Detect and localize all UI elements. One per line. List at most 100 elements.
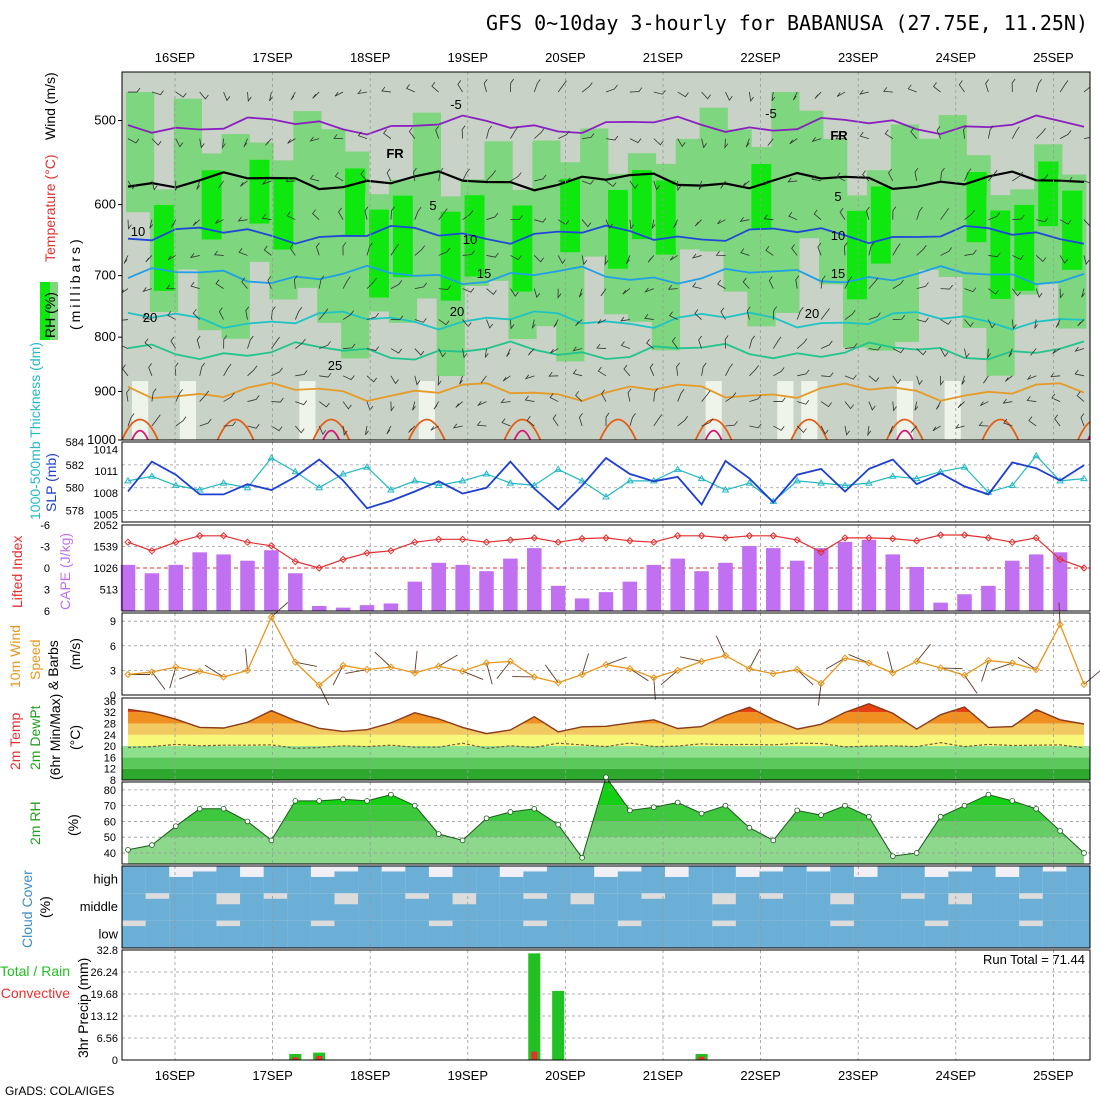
wind-barb (644, 287, 654, 293)
wind-barb (673, 219, 679, 228)
wind-barb (414, 348, 425, 356)
wind-barb (438, 247, 451, 256)
temp-contour-30 (407, 418, 446, 440)
temp-fill-band (128, 723, 1084, 735)
wind-barb (575, 391, 583, 402)
thickness-tick: 582 (66, 460, 84, 472)
temperature-contours (122, 114, 1090, 440)
wind-barb (988, 212, 1001, 221)
wind-barb (261, 179, 272, 185)
wind-barb (318, 275, 325, 289)
contour-label: 20 (143, 310, 157, 325)
cloud-cell (735, 920, 760, 948)
cape-bar (694, 571, 709, 611)
rh-marker (149, 842, 155, 848)
cape-bar (742, 546, 757, 611)
wind-barb (247, 395, 260, 402)
wind-barb (1059, 288, 1064, 299)
wind-barb (717, 279, 726, 289)
cloud-cell (499, 920, 524, 948)
pressure-axis: 500 600 700 800 900 1000 (87, 113, 122, 447)
wind-barb (127, 413, 135, 427)
cloud-cell (240, 920, 265, 948)
lifted-index-marker (793, 536, 801, 544)
wind-barb-10m (1017, 656, 1037, 670)
cape-bar (550, 585, 566, 611)
cloud-cell (570, 866, 595, 894)
slp-tick: 1011 (94, 466, 118, 478)
wind-barb (978, 421, 989, 427)
wind-barb (462, 287, 475, 293)
wind-barb (813, 209, 822, 220)
wind-barb (868, 345, 882, 351)
cloud-cell (570, 920, 595, 948)
wind-barb (627, 388, 632, 402)
wind-barb (175, 180, 179, 192)
wind-barb (128, 87, 141, 93)
wind-barb (381, 86, 391, 93)
wind-barb (223, 421, 236, 427)
rh-marker (1009, 798, 1016, 804)
thickness-marker (219, 479, 228, 486)
wind-barb (957, 401, 965, 409)
lifted-index-marker (936, 531, 945, 539)
temp-tick: 12 (104, 764, 116, 776)
wind-barb (868, 401, 876, 411)
rh-marker (818, 812, 824, 818)
cloud-cell (1042, 893, 1067, 921)
contour-labels: -5 -5 FR FR 5 5 10 10 10 15 15 20 20 20 25 (131, 97, 849, 373)
wind-barb (309, 174, 320, 182)
wind-barb (575, 319, 583, 326)
wind-barb (510, 215, 523, 221)
dewpoint-line (127, 742, 1085, 749)
wind-barb (122, 340, 129, 349)
temp-tick: 20 (104, 741, 116, 753)
rh-dark-band (966, 172, 987, 243)
wind-barb (1035, 128, 1046, 139)
temp-contour (127, 340, 1085, 361)
wind-barb (963, 125, 967, 139)
wind-barb-10m (848, 654, 870, 664)
temp-tick: 32 (104, 707, 116, 719)
wind-barb (739, 217, 750, 223)
rh-dry-band (777, 381, 794, 440)
temp-contour-35 (1087, 434, 1090, 440)
cloud-cell (735, 893, 760, 921)
wind-barb-10m (653, 677, 656, 700)
lifted-index-marker (506, 536, 515, 544)
day-label-bottom: 24SEP (936, 1068, 976, 1083)
lifted-index-marker (984, 534, 993, 542)
wind-barb-10m (178, 670, 200, 680)
wind-barb (629, 180, 639, 189)
wind-barb (749, 394, 762, 402)
pressure-tick-label: 700 (94, 268, 116, 283)
day-labels-top: 16SEP 17SEP 18SEP 19SEP 20SEP 21SEP 22SEP 23SEP… (155, 50, 1074, 65)
thickness-marker (124, 476, 132, 484)
cape-bar (885, 554, 901, 611)
wind-barb (600, 288, 607, 297)
wind-barb (1012, 255, 1024, 260)
precip-tick: 13.12 (90, 1011, 118, 1023)
rh-marker (722, 802, 729, 809)
cloud-cell (712, 904, 737, 921)
wind-barb (286, 211, 296, 221)
lifted-index-marker (960, 531, 969, 539)
thickness-marker (721, 486, 730, 493)
wind-barb-10m (964, 675, 978, 694)
wind-barb (1011, 319, 1017, 330)
wind-barb (510, 126, 519, 139)
wind-barb (582, 133, 595, 140)
rh-marker (842, 802, 848, 809)
wind-barb (644, 314, 654, 320)
wind-barb (483, 79, 488, 93)
wind-barb (788, 211, 798, 221)
wind-barb (940, 284, 953, 290)
cloud-cell (853, 876, 879, 894)
cloud-cell (948, 920, 973, 948)
wind-barb (867, 425, 872, 437)
wind-barb (357, 89, 368, 95)
wind-barb (1034, 319, 1038, 329)
cloud-cell (546, 866, 572, 894)
contour-label: 20 (805, 306, 819, 321)
rh-tick: 80 (104, 785, 116, 797)
